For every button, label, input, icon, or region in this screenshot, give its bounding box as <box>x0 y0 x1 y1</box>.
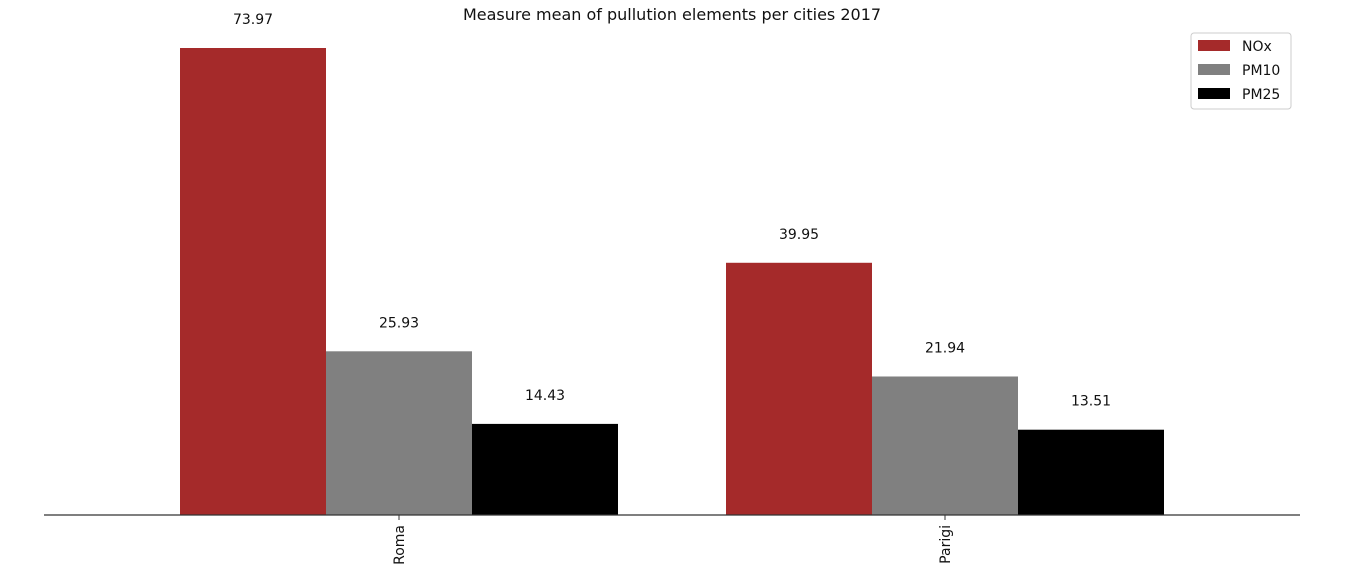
bar-roma-nox <box>180 48 326 515</box>
bar-parigi-pm10 <box>872 376 1018 515</box>
legend-label-pm25: PM25 <box>1242 87 1280 103</box>
bar-roma-pm10 <box>326 351 472 515</box>
value-label-roma-pm25: 14.43 <box>525 388 565 404</box>
x-ticks-group: Roma Parigi <box>392 515 954 565</box>
value-label-parigi-pm25: 13.51 <box>1071 394 1111 410</box>
legend-swatch-pm10 <box>1198 64 1230 75</box>
value-label-roma-pm10: 25.93 <box>379 315 419 331</box>
value-label-parigi-pm10: 21.94 <box>925 340 965 356</box>
chart-title: Measure mean of pullution elements per c… <box>463 5 881 24</box>
legend-swatch-pm25 <box>1198 88 1230 99</box>
bar-roma-pm25 <box>472 423 618 515</box>
value-labels-group: 73.97 25.93 14.43 39.95 21.94 13.51 <box>233 12 1111 410</box>
bar-parigi-pm25 <box>1018 429 1164 515</box>
bars-group <box>180 48 1164 515</box>
value-label-roma-nox: 73.97 <box>233 12 273 28</box>
x-tick-label-roma: Roma <box>392 525 408 565</box>
x-tick-label-parigi: Parigi <box>938 525 954 564</box>
value-label-parigi-nox: 39.95 <box>779 227 819 243</box>
legend-label-pm10: PM10 <box>1242 63 1280 79</box>
legend-swatch-nox <box>1198 40 1230 51</box>
legend-label-nox: NOx <box>1242 39 1272 55</box>
bar-parigi-nox <box>726 262 872 515</box>
legend: NOx PM10 PM25 <box>1190 32 1292 110</box>
